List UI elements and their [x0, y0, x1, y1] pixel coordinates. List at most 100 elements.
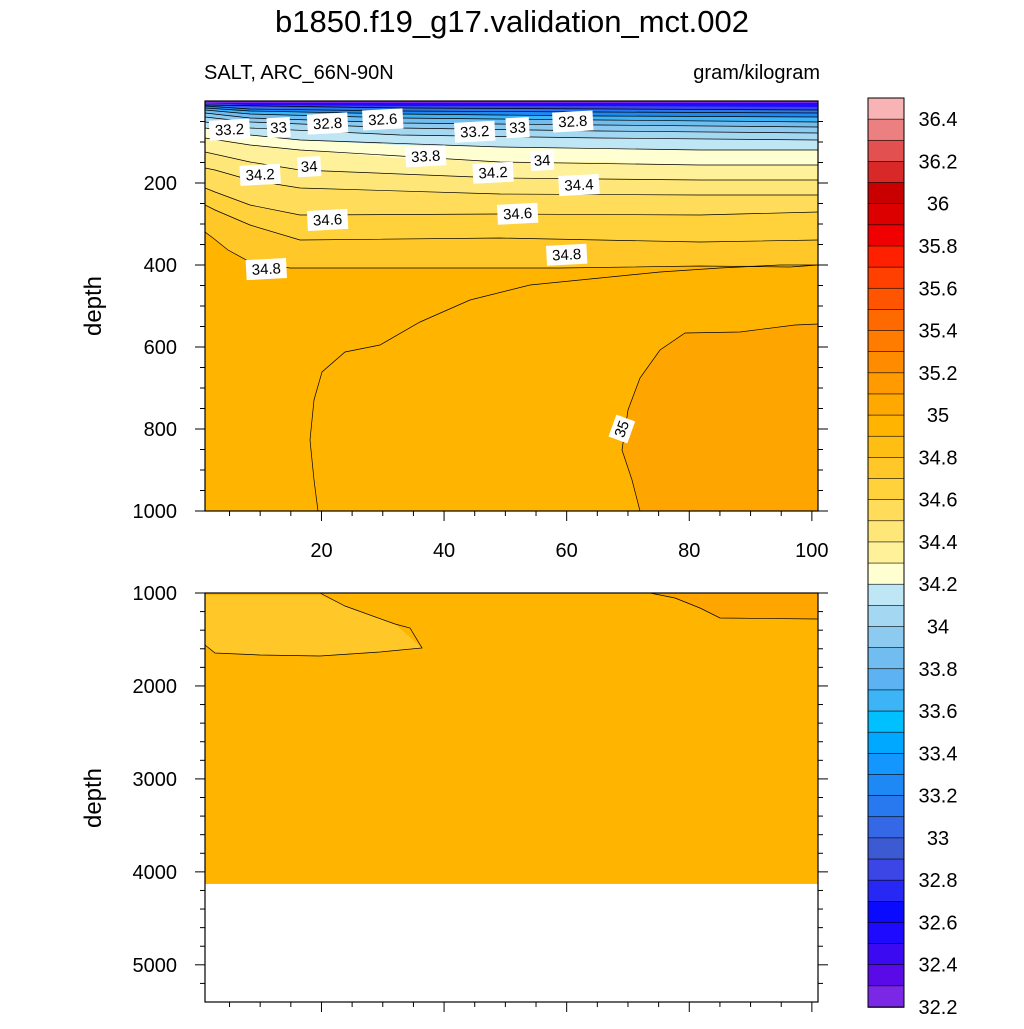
contour-label-text: 35	[611, 418, 633, 439]
colorbar-swatch	[867, 182, 905, 205]
colorbar-label: 36.2	[919, 151, 958, 173]
contour-label: 35	[608, 414, 636, 444]
colorbar-swatch	[867, 541, 905, 564]
upper-contour-labels: 33.2 33 32.8 32.6 33.2 33 32.8 33.8 34 34 34.2 34.2…	[208, 108, 636, 444]
colorbar-label: 33.4	[919, 743, 958, 765]
units-label: gram/kilogram	[693, 62, 820, 84]
contour-label: 33.2	[454, 120, 496, 143]
colorbar-swatch	[867, 457, 905, 480]
colorbar-swatch	[867, 774, 905, 797]
upper-xtick-label: 100	[795, 540, 828, 562]
colorbar-label: 32.4	[919, 955, 958, 977]
contour-label: 34.2	[472, 161, 514, 184]
lower-axis-ticks	[195, 592, 828, 1012]
contour-label: 33.8	[404, 145, 447, 168]
upper-ytick-label: 600	[144, 337, 177, 359]
upper-contour-5	[205, 137, 818, 166]
contour-label-bg	[530, 149, 555, 172]
colorbar-swatch	[867, 393, 905, 416]
contour-label: 34.4	[558, 174, 600, 197]
lower-panel: 1000 2000 3000 4000 5000 depth	[80, 583, 828, 1012]
contour-label: 33	[505, 117, 530, 139]
upper-contour-14	[309, 264, 818, 511]
contour-label-text: 33	[509, 119, 527, 137]
variable-region-label: SALT, ARC_66N-90N	[204, 62, 394, 84]
lower-contour-lines	[204, 592, 819, 657]
colorbar-swatch	[867, 922, 905, 945]
upper-contour-2	[205, 187, 818, 216]
colorbar-label: 34.6	[919, 490, 958, 512]
upper-ytick-label: 400	[144, 255, 177, 277]
lower-ytick-label: 4000	[133, 862, 178, 884]
contour-label-text: 33.8	[411, 148, 441, 167]
colorbar-swatch	[867, 118, 905, 142]
colorbar-label: 34	[927, 616, 949, 638]
colorbar-swatch	[867, 97, 905, 120]
colorbar-swatch	[867, 287, 905, 311]
contour-label-bg	[496, 202, 539, 225]
contour-label-bg	[297, 156, 322, 178]
colorbar-swatch	[867, 731, 905, 755]
contour-label-text: 34.6	[503, 205, 533, 224]
colorbar-swatch	[867, 626, 905, 649]
contour-label-bg	[245, 258, 287, 281]
lower-contour-35	[649, 592, 819, 620]
contour-label-bg	[208, 118, 251, 141]
contour-label-text: 34.8	[552, 246, 582, 265]
colorbar-swatch	[867, 943, 905, 966]
contour-label-bg	[545, 243, 588, 266]
lower-region-34.8	[205, 595, 422, 656]
upper-panel: 33.2 33 32.8 32.6 33.2 33 32.8 33.8 34 34 34.2 34.2…	[80, 100, 829, 562]
colorbar-swatch	[867, 245, 905, 268]
colorbar-swatch	[867, 309, 905, 332]
upper-contour-1	[205, 204, 818, 243]
upper-ylabel: depth	[80, 276, 107, 336]
colorbar-label: 32.8	[919, 870, 958, 892]
contour-label-text: 33.2	[215, 121, 245, 140]
colorbar-label: 32.2	[919, 997, 958, 1019]
lower-contour-34.8	[204, 592, 423, 657]
contour-label-bg	[362, 108, 404, 131]
colorbar-swatch	[867, 605, 905, 628]
lower-ylabel: depth	[80, 768, 107, 828]
contour-label-text: 34.2	[245, 166, 275, 185]
contour-label-bg	[472, 161, 514, 184]
colorbar-label: 33.2	[919, 786, 958, 808]
colorbar-swatch	[867, 647, 905, 670]
colorbar-label: 34.8	[919, 447, 958, 469]
contour-label-bg	[454, 120, 496, 143]
contour-label-bg	[608, 414, 636, 444]
contour-label-bg	[558, 174, 600, 197]
colorbar-swatch	[867, 964, 905, 987]
contour-label: 34	[530, 149, 555, 172]
colorbar-swatch	[867, 837, 905, 860]
colorbar-swatch	[867, 161, 905, 184]
contour-label: 34.6	[306, 208, 349, 231]
colorbar-label: 34.2	[919, 574, 958, 596]
contour-label: 33.2	[208, 118, 251, 141]
colorbar-label: 34.4	[919, 532, 958, 554]
colorbar-label: 33	[927, 828, 949, 850]
colorbar-swatch	[867, 478, 905, 501]
colorbar-swatch	[867, 985, 905, 1008]
upper-contour-15	[621, 323, 818, 511]
contour-label: 34.8	[545, 243, 588, 266]
colorbar-swatch	[867, 668, 905, 691]
colorbar: 36.4 36.2 36 35.8 35.6 35.4 35.2 35 34.8 34.6 34.4…	[867, 97, 958, 1019]
colorbar-swatch	[867, 435, 905, 459]
contour-label-text: 32.6	[368, 111, 398, 130]
upper-contour-4	[205, 151, 818, 181]
contour-label-bg	[266, 117, 291, 139]
colorbar-label: 35.8	[919, 236, 958, 258]
contour-label-bg	[306, 208, 349, 231]
upper-ytick-label: 800	[144, 419, 177, 441]
contour-label-text: 33.2	[460, 123, 490, 142]
colorbar-swatch	[867, 795, 905, 818]
chart-title: b1850.f19_g17.validation_mct.002	[275, 4, 749, 39]
colorbar-swatch	[867, 520, 905, 543]
colorbar-swatch	[867, 414, 905, 438]
contour-label: 34.6	[496, 202, 539, 225]
colorbar-swatch	[867, 901, 905, 924]
colorbar-swatch	[867, 330, 905, 353]
